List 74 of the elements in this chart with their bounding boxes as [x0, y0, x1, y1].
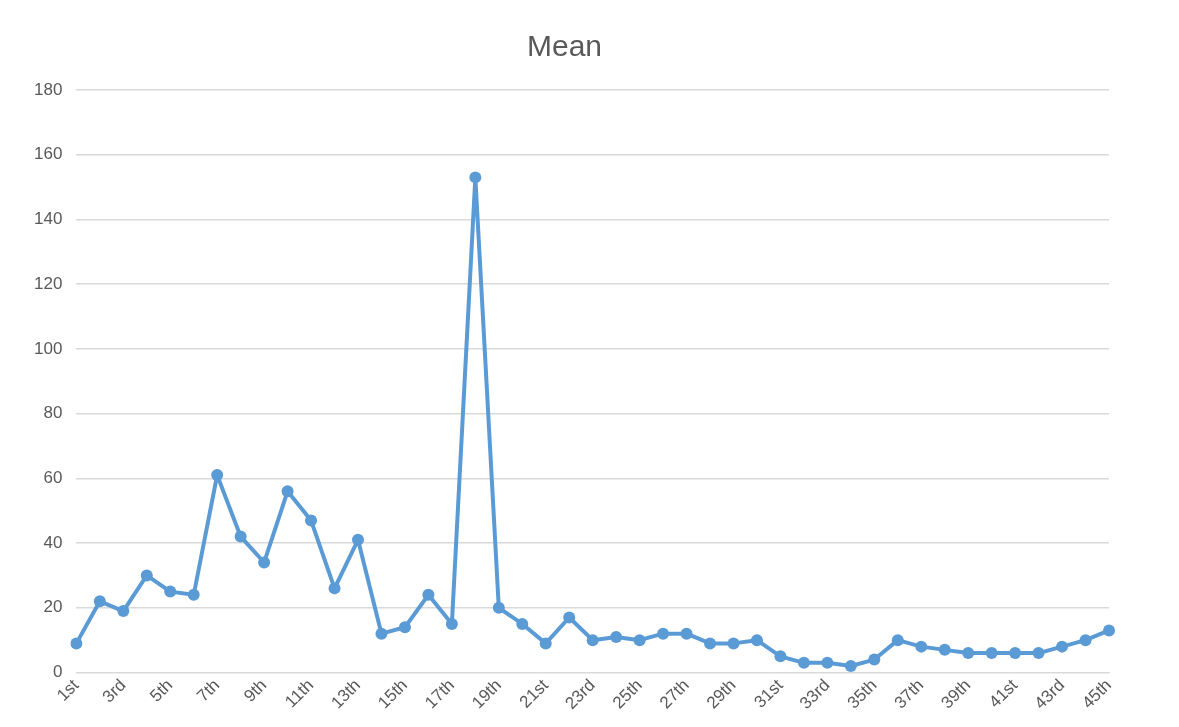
- y-tick-label: 100: [33, 338, 63, 358]
- point: [797, 656, 810, 669]
- point: [938, 643, 951, 656]
- point: [70, 637, 83, 650]
- point: [234, 530, 247, 543]
- point: [610, 630, 623, 643]
- y-tick-label: 180: [33, 79, 63, 99]
- point: [492, 601, 505, 614]
- point: [1079, 634, 1092, 647]
- x-tick-label: 15th: [374, 675, 412, 713]
- x-tick-label: 31st: [750, 675, 787, 712]
- point: [351, 533, 364, 546]
- x-tick-label: 25th: [608, 675, 646, 713]
- point: [258, 556, 271, 569]
- point: [93, 595, 106, 608]
- point: [657, 627, 670, 640]
- x-tick-label: 35th: [843, 675, 881, 713]
- point: [563, 611, 576, 624]
- x-tick-label: 21st: [515, 675, 553, 712]
- x-tick-label: 13th: [327, 675, 365, 713]
- point: [187, 588, 200, 601]
- point: [398, 621, 411, 634]
- chart-title: Mean: [526, 29, 603, 63]
- x-tick-label: 7th: [193, 675, 224, 706]
- point: [469, 171, 482, 184]
- x-tick-label: 45th: [1078, 675, 1116, 713]
- point: [305, 514, 318, 527]
- y-tick-label: 80: [43, 403, 63, 423]
- x-tick-label: 11th: [281, 675, 318, 712]
- point: [844, 660, 857, 673]
- y-tick-label: 120: [33, 273, 63, 293]
- y-tick-label: 160: [33, 144, 63, 164]
- y-tick-label: 60: [43, 468, 63, 488]
- x-tick-label: 17th: [421, 675, 459, 713]
- point: [915, 640, 928, 653]
- point: [633, 634, 646, 647]
- x-tick-label: 19th: [468, 675, 505, 713]
- x-tick-label: 5th: [146, 675, 177, 706]
- point: [750, 634, 763, 647]
- point: [962, 647, 975, 660]
- point: [281, 485, 294, 498]
- point: [140, 569, 153, 582]
- x-tick-label: 9th: [240, 675, 271, 706]
- point: [891, 634, 904, 647]
- point: [868, 653, 881, 666]
- point: [1103, 624, 1115, 637]
- point: [985, 647, 998, 660]
- point: [1009, 647, 1022, 660]
- point: [586, 634, 599, 647]
- x-tick-label: 29th: [702, 675, 740, 713]
- point: [821, 656, 834, 669]
- point: [1032, 647, 1045, 660]
- y-tick-label: 0: [52, 662, 63, 682]
- point: [727, 637, 740, 650]
- y-tick-label: 20: [43, 597, 63, 617]
- y-tick-label: 140: [33, 209, 63, 229]
- point: [117, 605, 130, 618]
- x-tick-label: 41st: [985, 675, 1022, 712]
- point: [328, 582, 341, 595]
- point: [1056, 640, 1069, 653]
- point: [704, 637, 717, 650]
- x-tick-label: 27th: [655, 675, 693, 713]
- x-tick-label: 37th: [890, 675, 928, 713]
- point: [774, 650, 787, 663]
- point: [539, 637, 552, 650]
- point: [164, 585, 177, 598]
- point: [445, 617, 458, 630]
- point: [375, 627, 388, 640]
- point: [516, 617, 529, 630]
- point: [422, 588, 435, 601]
- y-tick-label: 40: [43, 532, 63, 552]
- x-tick-label: 3rd: [98, 675, 130, 707]
- x-tick-label: 39th: [937, 675, 975, 713]
- point: [680, 627, 693, 640]
